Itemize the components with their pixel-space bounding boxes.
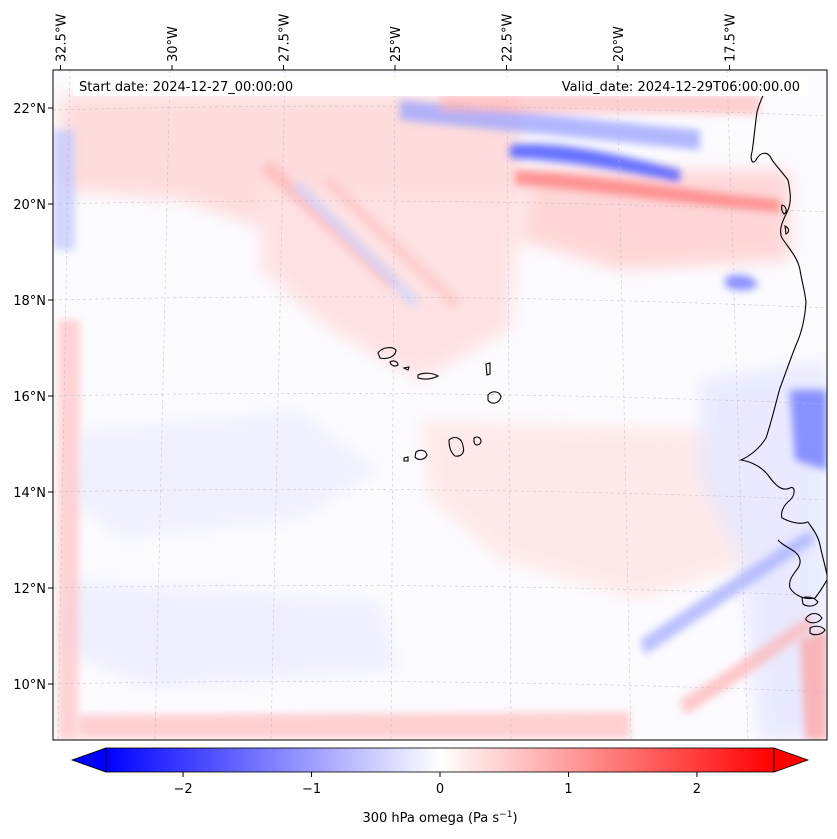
colorbar-tick-label: 2 bbox=[693, 782, 701, 797]
latitude-tick-labels: 22°N 20°N 18°N 16°N 14°N 12°N 10°N bbox=[13, 102, 53, 693]
island-maio bbox=[473, 436, 482, 446]
island-sao-vicente bbox=[389, 360, 399, 367]
latitude-tick-label: 14°N bbox=[13, 486, 46, 501]
longitude-tick-label: 17.5°W bbox=[724, 14, 739, 62]
diagonal-negative-1 bbox=[292, 180, 420, 308]
colorbar-label-end: ) bbox=[512, 811, 517, 826]
longitude-tick-label: 25°W bbox=[389, 26, 404, 62]
west-africa-coastline bbox=[739, 81, 828, 636]
omega-field bbox=[53, 95, 827, 740]
island-santa-luzia bbox=[402, 366, 410, 371]
southeast-positive-streak bbox=[680, 615, 815, 715]
latitude-tick-label: 18°N bbox=[13, 294, 46, 309]
valid-date-label: Valid_date: 2024-12-29T06:00:00.00 bbox=[562, 80, 800, 95]
longitude-tick-label: 30°W bbox=[166, 26, 181, 62]
colorbar-gradient bbox=[105, 747, 775, 773]
colorbar: −2 −1 0 1 2 300 hPa omega (Pa s−1) bbox=[70, 747, 810, 826]
colorbar-label: 300 hPa omega (Pa s−1) bbox=[362, 810, 517, 826]
latitude-tick-label: 16°N bbox=[13, 390, 46, 405]
positive-streak-north-2 bbox=[440, 95, 760, 115]
island-santiago bbox=[448, 437, 465, 457]
negative-band-center bbox=[70, 410, 380, 540]
southern-edge-positive bbox=[80, 712, 630, 738]
latitude-tick-label: 22°N bbox=[13, 102, 46, 117]
negative-band-south-west bbox=[60, 580, 400, 690]
annotation-box bbox=[73, 77, 808, 96]
island-sal bbox=[485, 362, 491, 376]
negative-streak-north-2 bbox=[510, 144, 680, 182]
colorbar-ticks: −2 −1 0 1 2 bbox=[173, 772, 701, 797]
island-fogo bbox=[414, 449, 428, 460]
colorbar-tick-label: 0 bbox=[436, 782, 444, 797]
colorbar-tick-label: −2 bbox=[173, 782, 192, 797]
island-brava bbox=[403, 456, 409, 462]
gridlines bbox=[52, 69, 828, 741]
colorbar-tick-label: −1 bbox=[302, 782, 321, 797]
western-edge-positive bbox=[58, 320, 80, 740]
longitude-tick-labels: 32.5°W 30°W 27.5°W 25°W 22.5°W 20°W 17.5°W bbox=[55, 14, 739, 70]
longitude-tick-label: 32.5°W bbox=[55, 14, 70, 62]
latitude-tick-label: 20°N bbox=[13, 198, 46, 213]
east-negative-blob bbox=[725, 274, 758, 291]
colorbar-max-extension bbox=[773, 747, 810, 773]
colorbar-label-main: 300 hPa omega (Pa s bbox=[362, 811, 499, 826]
cape-verde-islands bbox=[377, 347, 502, 462]
negative-streak-north-1 bbox=[400, 100, 700, 150]
start-date-label: Start date: 2024-12-27_00:00:00 bbox=[79, 80, 293, 95]
eastern-coast-negative bbox=[790, 390, 827, 470]
diagonal-positive-2 bbox=[322, 175, 460, 308]
longitude-tick-label: 22.5°W bbox=[501, 14, 516, 62]
longitude-tick-label: 27.5°W bbox=[278, 14, 293, 62]
colorbar-label-sup: −1 bbox=[499, 810, 512, 820]
latitude-tick-label: 12°N bbox=[13, 582, 46, 597]
positive-band-south-east bbox=[420, 420, 760, 600]
colorbar-tick-label: 1 bbox=[564, 782, 572, 797]
island-sao-nicolau bbox=[417, 372, 440, 380]
longitude-tick-label: 20°W bbox=[612, 26, 627, 62]
latitude-tick-label: 10°N bbox=[13, 678, 46, 693]
map-frame bbox=[52, 69, 828, 741]
colorbar-min-extension bbox=[70, 747, 107, 773]
island-santo-antao bbox=[377, 347, 397, 360]
island-boa-vista bbox=[487, 391, 502, 404]
omega-map: Start date: 2024-12-27_00:00:00 Valid_da… bbox=[13, 14, 828, 741]
positive-streak-north-1 bbox=[515, 170, 780, 212]
eastern-edge-positive bbox=[800, 630, 827, 740]
western-edge-negative bbox=[53, 130, 75, 250]
